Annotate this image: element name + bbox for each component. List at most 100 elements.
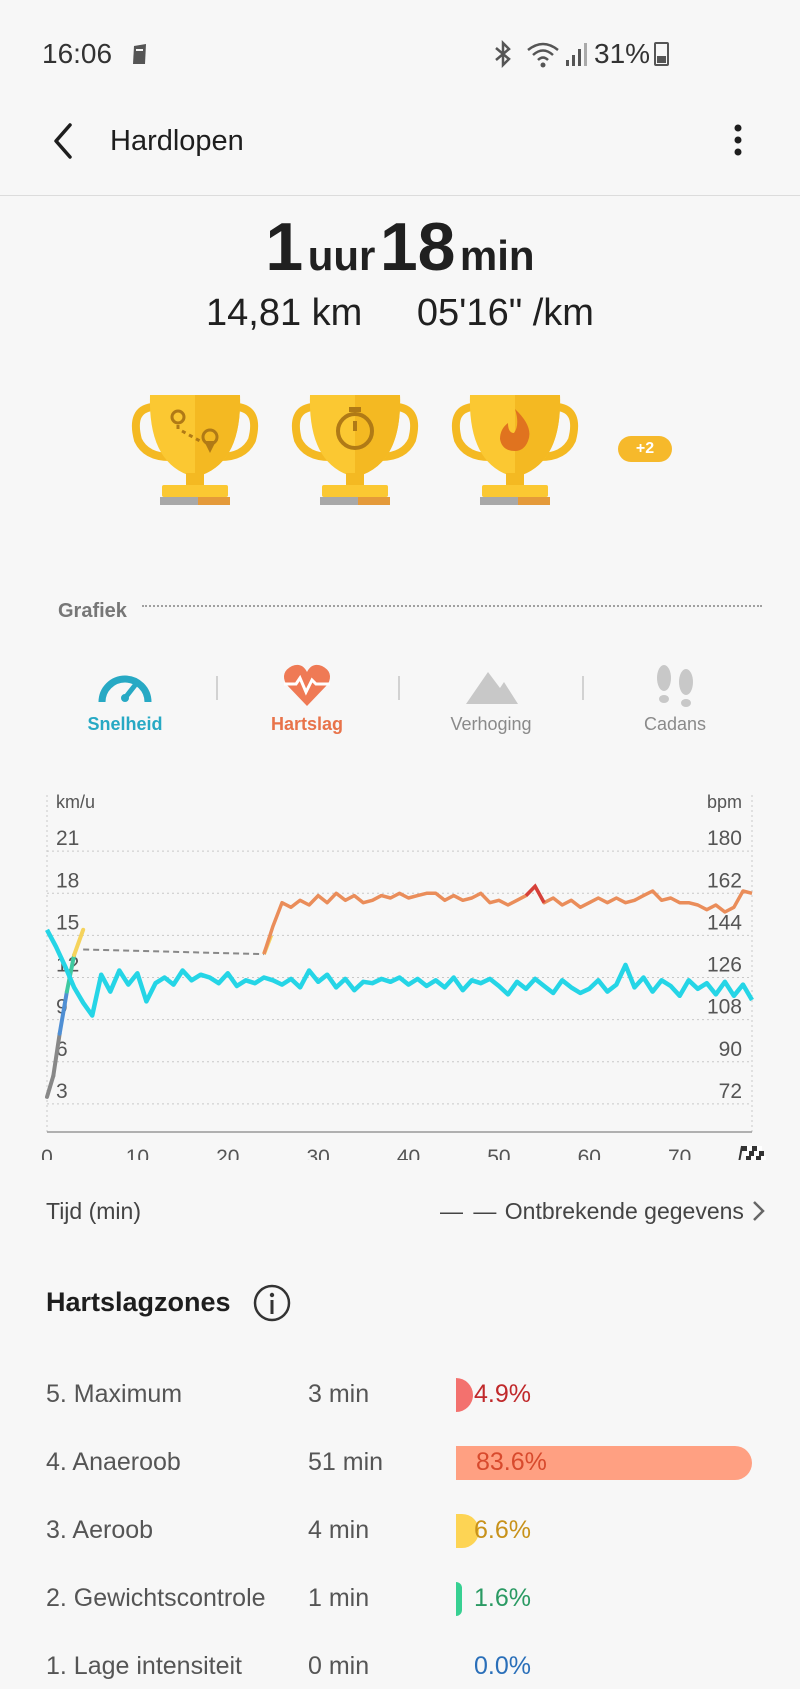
duration-hours: 1 [265, 209, 304, 285]
right-axis-unit: bpm [707, 792, 742, 812]
more-achievements-badge[interactable]: +2 [618, 436, 672, 462]
more-options-button[interactable] [722, 120, 754, 160]
battery-icon [654, 42, 669, 66]
zone-name: 2. Gewichtscontrole [46, 1584, 266, 1612]
right-tick-label: 108 [707, 996, 742, 1019]
distance-value: 14,81 km [206, 292, 363, 334]
workout-stats: 14,81 km 05'16" /km [0, 292, 800, 335]
tab-heart-rate[interactable]: Hartslag [232, 660, 382, 734]
start-speed-segment [72, 927, 86, 958]
speed-line [45, 928, 754, 1018]
zone-bar [456, 1582, 462, 1616]
missing-data-dash-icon: — — [440, 1198, 499, 1224]
tab-cadence[interactable]: Cadans [600, 660, 750, 734]
status-time: 16:06 [42, 38, 113, 69]
section-divider [142, 605, 762, 607]
right-tick-label: 180 [707, 827, 742, 850]
zone-time: 3 min [308, 1380, 370, 1408]
speedometer-icon [98, 675, 152, 703]
heart-zones-title: Hartslagzones [46, 1287, 231, 1317]
x-tick-label: 40 [397, 1146, 420, 1160]
zone-bar [456, 1378, 474, 1412]
zone-name: 5. Maximum [46, 1380, 183, 1408]
tab-elevation[interactable]: Verhoging [416, 660, 566, 734]
workout-duration: 1 uur 18 min [0, 208, 800, 286]
zone-time: 1 min [308, 1584, 370, 1612]
tab-separator [582, 676, 584, 700]
fire-trophy-icon[interactable] [450, 385, 580, 510]
signal-icon [564, 40, 590, 73]
tab-speed-label: Snelheid [87, 714, 163, 734]
zone-row: 2. Gewichtscontrole 1 min 1.6% [46, 1578, 766, 1618]
missing-data-segment [83, 948, 264, 956]
tab-separator [398, 676, 400, 700]
right-tick-label: 162 [707, 869, 742, 892]
start-speed-segment [57, 989, 69, 1036]
info-icon[interactable] [252, 1283, 292, 1323]
wifi-icon [526, 40, 560, 73]
mountain-icon [466, 672, 518, 704]
left-tick-label: 6 [56, 1038, 68, 1061]
zone-percentage: 0.0% [474, 1652, 531, 1680]
zone-percentage: 6.6% [474, 1516, 531, 1544]
route-trophy-icon[interactable] [130, 385, 260, 510]
zone-row: 5. Maximum 3 min 4.9% [46, 1374, 766, 1414]
heart_rate-line [262, 884, 753, 955]
pace-value: 05'16" /km [416, 292, 594, 334]
zone-time: 4 min [308, 1516, 370, 1544]
zone-bar [456, 1514, 480, 1548]
heart-rate-peak [524, 883, 546, 904]
left-tick-label: 3 [56, 1080, 68, 1103]
duration-minutes-unit: min [459, 232, 535, 279]
x-tick-label: 20 [216, 1146, 239, 1160]
x-axis-title: Tijd (min) [46, 1198, 141, 1224]
missing-data-label: Ontbrekende gegevens [504, 1198, 744, 1224]
left-axis-unit: km/u [56, 792, 95, 812]
left-tick-label: 15 [56, 911, 79, 934]
footsteps-icon [657, 665, 693, 707]
heart-rate-icon [284, 664, 330, 706]
right-tick-label: 90 [719, 1038, 742, 1061]
tab-heart-rate-label: Hartslag [270, 714, 344, 734]
app-toolbar [0, 90, 800, 196]
tab-cadence-label: Cadans [643, 714, 707, 734]
tab-elevation-label: Verhoging [450, 714, 532, 734]
left-tick-label: 21 [56, 827, 79, 850]
finish-flag-icon [738, 1145, 766, 1160]
zone-bar [456, 1446, 752, 1480]
start-speed-segment [51, 1031, 62, 1078]
zone-percentage: 1.6% [474, 1584, 531, 1612]
more-vertical-icon [734, 124, 742, 156]
zone-name: 1. Lage intensiteit [46, 1652, 242, 1680]
zone-percentage: 83.6% [476, 1448, 547, 1476]
tab-separator [216, 676, 218, 700]
x-tick-label: 50 [487, 1146, 510, 1160]
graph-section-label: Grafiek [58, 600, 127, 622]
bluetooth-icon [492, 39, 514, 73]
left-tick-label: 18 [56, 869, 79, 892]
x-tick-label: 60 [578, 1146, 601, 1160]
zone-time: 0 min [308, 1652, 370, 1680]
x-tick-label: 30 [306, 1146, 329, 1160]
right-tick-label: 126 [707, 954, 742, 977]
zone-time: 51 min [308, 1448, 384, 1476]
missing-data-link[interactable]: — — Ontbrekende gegevens [440, 1198, 768, 1225]
duration-minutes: 18 [379, 209, 456, 285]
battery-percentage: 31% [594, 38, 651, 69]
x-tick-label: 10 [126, 1146, 149, 1160]
page-title: Hardlopen [110, 125, 244, 157]
back-button[interactable] [44, 118, 84, 164]
right-tick-label: 144 [707, 911, 742, 934]
x-tick-label: 0 [41, 1146, 53, 1160]
stopwatch-trophy-icon[interactable] [290, 385, 420, 510]
tab-speed[interactable]: Snelheid [50, 660, 200, 734]
x-tick-label: 70 [668, 1146, 691, 1160]
zone-row: 1. Lage intensiteit 0 min 0.0% [46, 1646, 766, 1686]
start-speed-segment [45, 1073, 56, 1099]
left-tick-label: 9 [56, 996, 68, 1019]
chevron-right-icon [753, 1201, 766, 1221]
zone-name: 3. Aeroob [46, 1516, 154, 1544]
zone-row: 3. Aeroob 4 min 6.6% [46, 1510, 766, 1550]
zone-row: 4. Anaeroob 51 min 83.6% [46, 1442, 766, 1482]
